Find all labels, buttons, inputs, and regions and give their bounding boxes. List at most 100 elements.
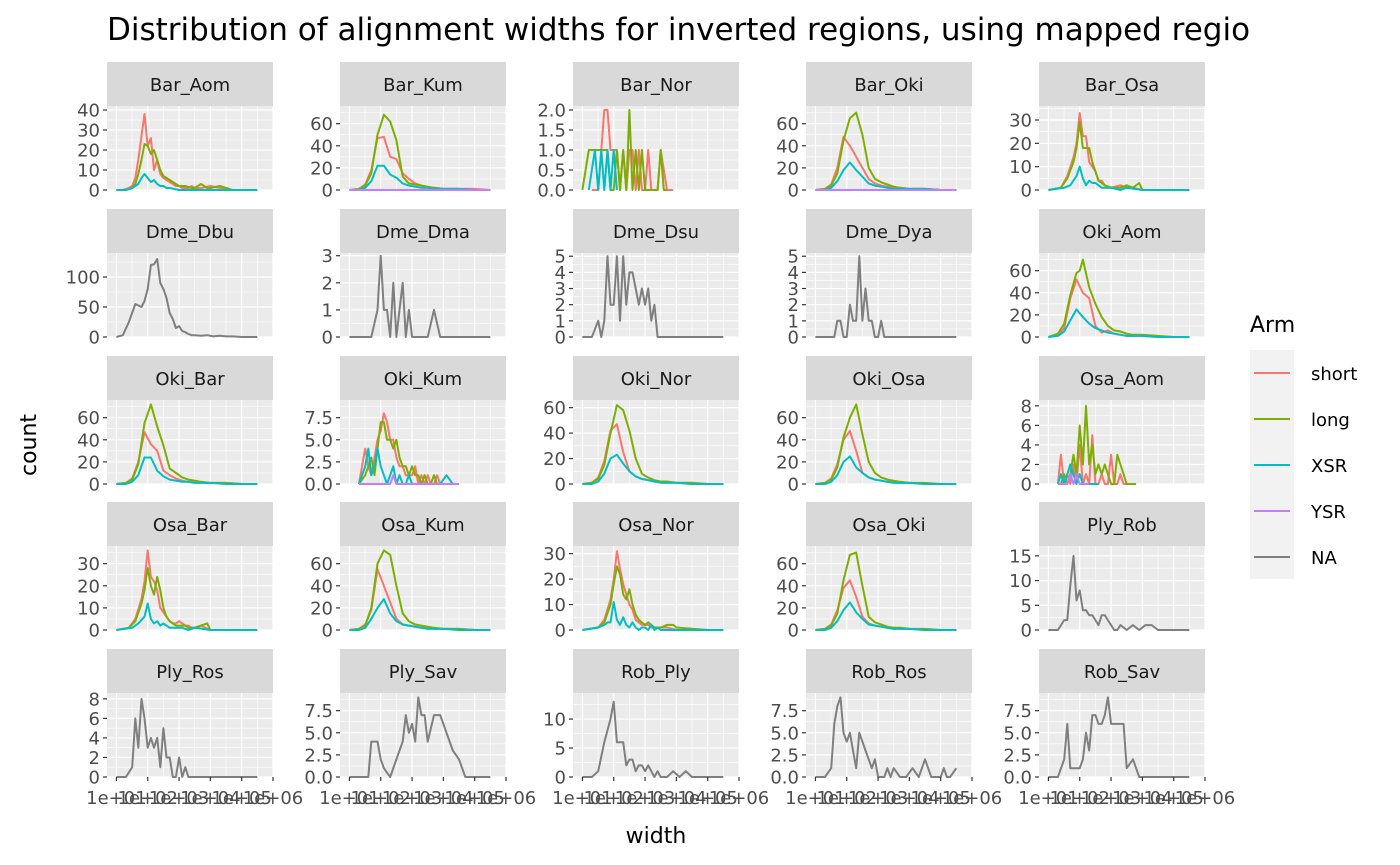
y-tick-label: 0 [322,328,333,349]
facet-strip [340,649,506,693]
y-tick-label: 20 [543,570,566,591]
facet-panel-bar-nor: Bar_Nor 0.00.51.01.52.0 [537,62,740,202]
x-tick-label: 1e+01 [785,788,846,809]
facet-strip [806,356,972,400]
y-tick-label: 3 [788,279,799,300]
facet-strip-label: Rob_Sav [1084,662,1161,683]
y-tick-label: 0 [89,328,100,349]
y-tick-label: 0 [1021,328,1032,349]
facet-strip [107,649,273,693]
y-tick-label: 15 [1009,546,1032,567]
series-line-na [349,696,491,778]
y-tick-label: 0 [788,475,799,496]
facet-strip [107,209,273,253]
series-line-long [116,143,258,191]
y-tick-label: 10 [77,161,100,182]
series-line-long [581,109,667,191]
y-tick-label: 0 [89,768,100,789]
y-tick-label: 30 [1009,111,1032,132]
x-tick-label: 1e+01 [552,788,613,809]
x-tick-label: 1e+03 [382,788,443,809]
series-line-na [116,258,258,338]
y-tick-label: 0 [322,181,333,202]
series-line-xsr [349,164,491,191]
series-line-long [1048,121,1190,191]
y-tick-label: 0 [788,181,799,202]
x-tick-label: 1e+03 [1081,788,1142,809]
y-tick-label: 2.5 [1003,745,1032,766]
y-tick-label: 4 [555,263,566,284]
y-tick-label: 60 [310,114,333,135]
y-tick-label: 60 [310,554,333,575]
legend-label: long [1311,410,1350,431]
y-tick-label: 20 [543,449,566,470]
facet-strip-label: Bar_Aom [150,75,230,96]
panel-background [340,693,506,777]
y-tick-label: 2.0 [537,101,566,122]
series-line-xsr [582,601,724,631]
y-tick-label: 10 [77,598,100,619]
legend-item-na: NA [1254,548,1337,569]
y-tick-label: 60 [543,398,566,419]
y-axis-label: count [17,414,42,476]
facet-strip-label: Bar_Nor [620,75,692,96]
y-tick-label: 0 [788,328,799,349]
y-tick-label: 5 [788,247,799,268]
y-tick-label: 8 [1021,396,1032,417]
y-tick-label: 20 [776,598,799,619]
panel-background [107,546,273,630]
panel-background [806,546,972,630]
y-tick-label: 3 [555,279,566,300]
x-tick-label: 1e+01 [319,788,380,809]
facet-panel-rob-ros: Rob_Ros 0.02.55.07.5 1e+011e+021e+031e+041… [770,649,1002,809]
facet-strip-label: Ply_Ros [156,662,224,683]
y-tick-label: 40 [310,136,333,157]
x-tick-label: 1e+06 [942,788,1003,809]
y-tick-label: 100 [66,268,100,289]
x-tick-label: 1e+02 [117,788,178,809]
y-tick-label: 7.5 [1003,701,1032,722]
y-tick-label: 30 [543,544,566,565]
y-tick-label: 40 [543,424,566,445]
y-tick-label: 0 [788,621,799,642]
y-tick-label: 20 [310,598,333,619]
y-tick-label: 30 [77,554,100,575]
x-tick-label: 1e+05 [211,788,272,809]
facet-strip [1039,502,1205,546]
y-tick-label: 20 [1009,134,1032,155]
x-tick-label: 1e+05 [444,788,505,809]
series-line-long [1048,258,1190,338]
y-tick-label: 0 [1021,621,1032,642]
x-tick-label: 1e+06 [476,788,537,809]
chart-title: Distribution of alignment widths for inv… [107,12,1250,48]
y-tick-label: 2 [555,295,566,316]
y-tick-label: 60 [776,408,799,429]
series-line-na [116,697,258,778]
y-tick-label: 5.0 [770,723,799,744]
y-tick-label: 0 [555,475,566,496]
panel-background [806,400,972,484]
y-tick-label: 5 [555,247,566,268]
facet-strip [573,209,739,253]
facet-strip [340,62,506,106]
facet-strip [1039,649,1205,693]
y-tick-label: 0 [555,328,566,349]
panel-background [573,546,739,630]
y-tick-label: 2.5 [770,745,799,766]
series-line-xsr [815,455,957,485]
series-line-xsr [116,602,258,631]
facet-strip-label: Dme_Dbu [146,222,234,243]
y-tick-label: 40 [1009,283,1032,304]
y-tick-label: 6 [89,709,100,730]
y-tick-label: 50 [77,298,100,319]
y-tick-label: 40 [310,576,333,597]
facet-strip-label: Rob_Ply [621,662,691,683]
y-tick-label: 40 [776,430,799,451]
legend-label: XSR [1311,456,1347,477]
facet-strip-label: Osa_Kum [381,515,464,536]
